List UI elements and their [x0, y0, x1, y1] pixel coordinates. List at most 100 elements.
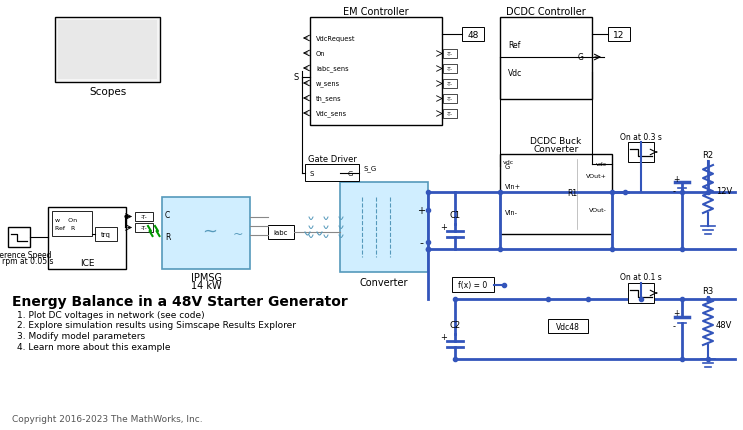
- Text: DCDC Controller: DCDC Controller: [506, 7, 586, 17]
- Text: G: G: [505, 164, 510, 169]
- Text: +: +: [673, 174, 679, 183]
- Text: S: S: [309, 170, 314, 176]
- Bar: [162, 197, 250, 269]
- Bar: [135, 224, 153, 233]
- Text: 700 rpm at 0.05 s: 700 rpm at 0.05 s: [0, 256, 53, 265]
- Text: C2: C2: [450, 320, 461, 329]
- Text: -: -: [673, 187, 676, 196]
- Text: EM Controller: EM Controller: [343, 7, 409, 17]
- Text: Vdc48: Vdc48: [556, 322, 580, 331]
- Text: VIn-: VIn-: [505, 209, 518, 215]
- Bar: [52, 212, 92, 237]
- Text: ICE: ICE: [80, 259, 94, 268]
- Bar: [628, 283, 654, 303]
- Bar: [305, 165, 359, 181]
- Text: Ref: Ref: [508, 40, 520, 49]
- Text: ~: ~: [203, 222, 218, 240]
- Text: On at 0.1 s: On at 0.1 s: [620, 273, 662, 282]
- Text: VIn+: VIn+: [505, 184, 521, 190]
- Text: 48V: 48V: [716, 321, 733, 330]
- Bar: [462, 28, 484, 42]
- Text: C1: C1: [450, 210, 461, 219]
- Text: 2. Explore simulation results using Simscape Results Explorer: 2. Explore simulation results using Sims…: [17, 321, 296, 330]
- Text: 12V: 12V: [716, 187, 733, 196]
- Text: S_G: S_G: [363, 165, 376, 172]
- Bar: [95, 227, 117, 241]
- Bar: [310, 18, 442, 126]
- Text: -T-: -T-: [447, 97, 453, 102]
- Text: w_sens: w_sens: [316, 81, 340, 87]
- Bar: [48, 208, 126, 269]
- Text: -T-: -T-: [447, 82, 453, 87]
- Bar: [443, 65, 457, 74]
- Bar: [628, 143, 654, 163]
- Text: ~: ~: [233, 227, 243, 240]
- Text: -T-: -T-: [447, 67, 453, 72]
- Bar: [135, 212, 153, 221]
- Bar: [608, 28, 630, 42]
- Bar: [548, 319, 588, 333]
- Text: Converter: Converter: [360, 277, 408, 287]
- Text: R3: R3: [702, 286, 713, 295]
- Text: On: On: [316, 51, 325, 57]
- Text: vdc: vdc: [503, 160, 514, 165]
- Text: Vdc_sens: Vdc_sens: [316, 111, 347, 117]
- Text: VOut+: VOut+: [586, 174, 607, 179]
- Text: 4. Learn more about this example: 4. Learn more about this example: [17, 343, 170, 352]
- Text: Converter: Converter: [533, 145, 579, 154]
- Text: C: C: [165, 211, 170, 220]
- Text: +: +: [441, 333, 447, 342]
- Text: IPMSG: IPMSG: [190, 272, 221, 283]
- Text: w    On: w On: [55, 217, 77, 222]
- Bar: [8, 227, 30, 247]
- Text: 1. Plot DC voltages in network (see code): 1. Plot DC voltages in network (see code…: [17, 310, 204, 319]
- Bar: [452, 277, 494, 292]
- Text: 14 kW: 14 kW: [191, 280, 221, 290]
- Text: vdc: vdc: [596, 162, 607, 167]
- Text: Energy Balance in a 48V Starter Generator: Energy Balance in a 48V Starter Generato…: [12, 294, 348, 308]
- Text: 12: 12: [613, 31, 625, 40]
- Text: Copyright 2016-2023 The MathWorks, Inc.: Copyright 2016-2023 The MathWorks, Inc.: [12, 415, 203, 424]
- Text: -: -: [673, 322, 676, 331]
- Text: Reference Speed: Reference Speed: [0, 250, 51, 259]
- Bar: [58, 21, 157, 80]
- Bar: [268, 225, 294, 240]
- Bar: [500, 18, 592, 100]
- Text: R: R: [165, 233, 170, 242]
- Text: +: +: [417, 206, 425, 215]
- Text: th_sens: th_sens: [316, 95, 342, 102]
- Text: f(x) = 0: f(x) = 0: [458, 280, 487, 289]
- Text: VdcRequest: VdcRequest: [316, 36, 355, 42]
- Text: iabc_sens: iabc_sens: [316, 65, 348, 72]
- Text: -T-: -T-: [447, 52, 453, 57]
- Bar: [443, 95, 457, 104]
- Text: R2: R2: [702, 150, 713, 159]
- Text: -T-: -T-: [447, 112, 453, 117]
- Bar: [443, 80, 457, 89]
- Text: Ref   R: Ref R: [55, 226, 75, 231]
- Text: DCDC Buck: DCDC Buck: [531, 137, 582, 146]
- Bar: [443, 50, 457, 59]
- Text: +: +: [441, 223, 447, 232]
- Bar: [500, 155, 612, 234]
- Text: -: -: [419, 237, 423, 247]
- Text: S: S: [293, 74, 299, 82]
- Text: Vdc: Vdc: [508, 68, 522, 77]
- Bar: [443, 110, 457, 119]
- Text: G: G: [578, 53, 584, 62]
- Text: G: G: [348, 170, 354, 176]
- Text: VOut-: VOut-: [589, 207, 607, 212]
- Text: 3. Modify model parameters: 3. Modify model parameters: [17, 332, 145, 341]
- Text: 48: 48: [467, 31, 478, 40]
- Text: -T-: -T-: [140, 215, 147, 219]
- Bar: [55, 18, 160, 83]
- Text: iabc: iabc: [273, 230, 288, 236]
- Text: trq: trq: [101, 231, 111, 237]
- Text: R1: R1: [567, 188, 577, 197]
- Text: On at 0.3 s: On at 0.3 s: [620, 132, 662, 141]
- Text: +: +: [673, 309, 679, 318]
- Text: -T-: -T-: [140, 225, 147, 230]
- Text: Gate Driver: Gate Driver: [308, 154, 357, 163]
- Text: Scopes: Scopes: [89, 87, 126, 97]
- Bar: [340, 183, 428, 272]
